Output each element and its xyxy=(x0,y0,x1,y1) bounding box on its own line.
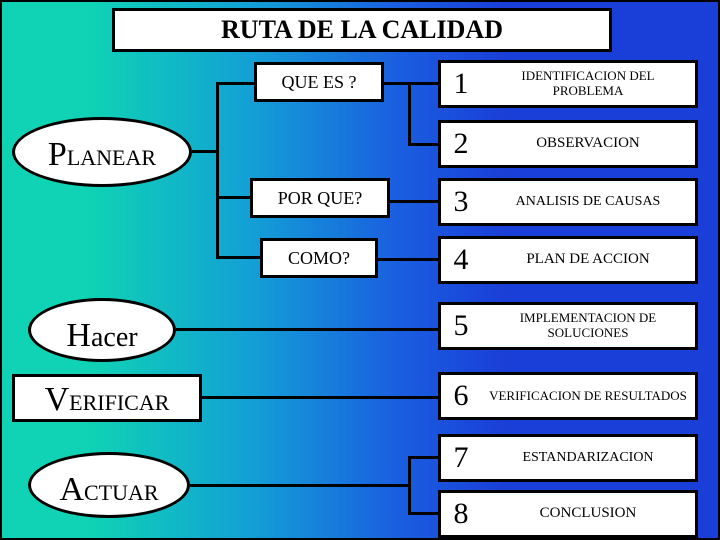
connector xyxy=(216,256,260,259)
phase-actuar: A CTUAR xyxy=(28,452,190,518)
qbox-que-es: QUE ES ? xyxy=(254,62,384,102)
phase-planear-rest: LANEAR xyxy=(67,147,156,169)
phase-actuar-rest: CTUAR xyxy=(84,482,159,504)
phase-hacer: H acer xyxy=(28,298,176,362)
step-2-num: 2 xyxy=(441,123,481,165)
phase-verificar-rest: ERIFICAR xyxy=(69,392,169,414)
step-8-num: 8 xyxy=(441,493,481,535)
step-3-label: ANALISIS DE CAUSAS xyxy=(481,181,695,223)
step-1: 1 IDENTIFICACION DEL PROBLEMA xyxy=(438,60,698,108)
step-5: 5 IMPLEMENTACION DE SOLUCIONES xyxy=(438,302,698,350)
connector xyxy=(192,150,216,153)
qbox-como: COMO? xyxy=(260,238,378,278)
phase-hacer-big: H xyxy=(66,319,91,353)
phase-planear-big: P xyxy=(48,138,67,172)
connector xyxy=(176,328,438,331)
step-1-num: 1 xyxy=(441,63,481,105)
connector xyxy=(390,200,438,203)
diagram-canvas: RUTA DE LA CALIDAD P LANEAR H acer V ERI… xyxy=(0,0,720,540)
phase-planear: P LANEAR xyxy=(12,117,192,187)
step-6-num: 6 xyxy=(441,375,481,417)
connector xyxy=(408,82,411,146)
qbox-que-es-label: QUE ES ? xyxy=(282,72,357,93)
connector xyxy=(408,456,411,514)
connector xyxy=(190,484,408,487)
step-6-label: VERIFICACION DE RESULTADOS xyxy=(481,375,695,417)
phase-verificar: V ERIFICAR xyxy=(12,374,202,422)
phase-actuar-big: A xyxy=(59,473,84,507)
step-4: 4 PLAN DE ACCION xyxy=(438,236,698,284)
step-7-label: ESTANDARIZACION xyxy=(481,437,695,479)
phase-verificar-big: V xyxy=(45,383,70,417)
connector xyxy=(202,396,438,399)
connector xyxy=(408,82,438,85)
connector xyxy=(216,196,250,199)
step-7: 7 ESTANDARIZACION xyxy=(438,434,698,482)
qbox-por-que-label: POR QUE? xyxy=(278,188,363,209)
connector xyxy=(408,143,438,146)
connector xyxy=(408,512,438,515)
step-4-label: PLAN DE ACCION xyxy=(481,239,695,281)
connector xyxy=(384,82,408,85)
step-6: 6 VERIFICACION DE RESULTADOS xyxy=(438,372,698,420)
step-3-num: 3 xyxy=(441,181,481,223)
step-7-num: 7 xyxy=(441,437,481,479)
connector xyxy=(378,258,438,261)
connector xyxy=(216,82,254,85)
qbox-por-que: POR QUE? xyxy=(250,178,390,218)
step-2: 2 OBSERVACION xyxy=(438,120,698,168)
connector xyxy=(216,82,219,258)
connector xyxy=(408,456,438,459)
step-5-label: IMPLEMENTACION DE SOLUCIONES xyxy=(481,305,695,347)
step-2-label: OBSERVACION xyxy=(481,123,695,165)
title-text: RUTA DE LA CALIDAD xyxy=(221,15,503,45)
step-5-num: 5 xyxy=(441,305,481,347)
step-4-num: 4 xyxy=(441,239,481,281)
phase-hacer-rest: acer xyxy=(91,324,138,352)
step-3: 3 ANALISIS DE CAUSAS xyxy=(438,178,698,226)
qbox-como-label: COMO? xyxy=(288,248,350,269)
step-8: 8 CONCLUSION xyxy=(438,490,698,538)
step-1-label: IDENTIFICACION DEL PROBLEMA xyxy=(481,63,695,105)
title-bar: RUTA DE LA CALIDAD xyxy=(112,8,612,52)
step-8-label: CONCLUSION xyxy=(481,493,695,535)
